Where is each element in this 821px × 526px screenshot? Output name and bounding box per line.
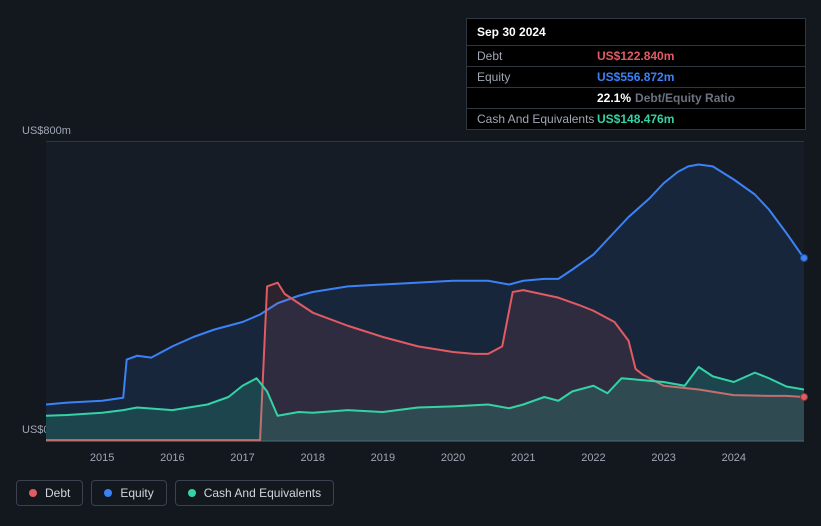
tooltip-row-value: US$556.872m bbox=[597, 70, 674, 84]
tooltip-row: DebtUS$122.840m bbox=[467, 46, 805, 67]
tooltip-row-label: Debt bbox=[477, 49, 597, 63]
tooltip-row-label bbox=[477, 91, 597, 105]
chart-area: US$800m US$0 201520162017201820192020202… bbox=[16, 124, 805, 479]
x-axis: 2015 2016 2017 2018 2019 2020 2021 2022 2023 2024 bbox=[46, 446, 804, 466]
y-axis-label-max: US$800m bbox=[22, 125, 71, 137]
tooltip-ratio-pct: 22.1% bbox=[597, 91, 631, 105]
tooltip-date: Sep 30 2024 bbox=[467, 19, 805, 46]
x-tick: 2015 bbox=[90, 452, 114, 464]
x-tick: 2021 bbox=[511, 452, 535, 464]
tooltip-row-label: Equity bbox=[477, 70, 597, 84]
tooltip-row-value: US$122.840m bbox=[597, 49, 674, 63]
legend-label: Debt bbox=[45, 486, 70, 500]
series-end-marker bbox=[800, 254, 808, 262]
tooltip-row: 22.1% Debt/Equity Ratio bbox=[467, 88, 805, 109]
tooltip-panel: Sep 30 2024 DebtUS$122.840mEquityUS$556.… bbox=[466, 18, 806, 130]
plot-region[interactable] bbox=[46, 141, 804, 441]
x-tick: 2023 bbox=[651, 452, 675, 464]
tooltip-ratio-label: Debt/Equity Ratio bbox=[635, 91, 735, 105]
legend-item-equity[interactable]: Equity bbox=[91, 480, 166, 506]
series-end-marker bbox=[800, 393, 808, 401]
legend: Debt Equity Cash And Equivalents bbox=[16, 480, 334, 506]
legend-dot-icon bbox=[29, 489, 37, 497]
x-tick: 2024 bbox=[722, 452, 746, 464]
tooltip-row-value: 22.1% Debt/Equity Ratio bbox=[597, 91, 735, 105]
legend-dot-icon bbox=[188, 489, 196, 497]
x-tick: 2017 bbox=[230, 452, 254, 464]
legend-dot-icon bbox=[104, 489, 112, 497]
x-tick: 2016 bbox=[160, 452, 184, 464]
legend-item-debt[interactable]: Debt bbox=[16, 480, 83, 506]
x-tick: 2019 bbox=[371, 452, 395, 464]
legend-label: Cash And Equivalents bbox=[204, 486, 321, 500]
chart-container: Sep 30 2024 DebtUS$122.840mEquityUS$556.… bbox=[0, 0, 821, 526]
legend-item-cash-and-equivalents[interactable]: Cash And Equivalents bbox=[175, 480, 334, 506]
x-tick: 2022 bbox=[581, 452, 605, 464]
x-tick: 2020 bbox=[441, 452, 465, 464]
tooltip-row: EquityUS$556.872m bbox=[467, 67, 805, 88]
x-tick: 2018 bbox=[300, 452, 324, 464]
legend-label: Equity bbox=[120, 486, 153, 500]
